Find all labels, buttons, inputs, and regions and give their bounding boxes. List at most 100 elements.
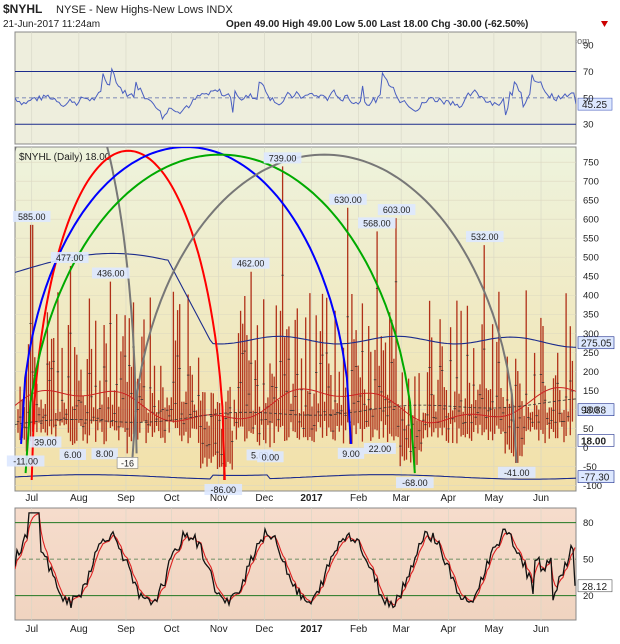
y-tick-label: 50 <box>583 424 594 435</box>
annotation-box <box>396 477 434 489</box>
oscillator-signal-line <box>15 512 576 606</box>
annotation-box <box>329 193 367 205</box>
upper-band-line <box>15 252 576 348</box>
ohlc-readout: Open 49.00 High 49.00 Low 5.00 Last 18.0… <box>226 19 528 30</box>
x-tick-label: Sep <box>117 624 135 635</box>
annotation-label: 532.00 <box>471 232 499 242</box>
x-tick-label: Oct <box>164 624 180 635</box>
blue-cycle-arc <box>20 147 352 444</box>
gray-cycle-arc <box>15 147 138 454</box>
y-tick-label: 150 <box>583 386 599 397</box>
annotation-label: 39.00 <box>34 437 57 447</box>
x-tick-label: Feb <box>350 493 368 504</box>
annotation-label: 6.00 <box>64 450 82 460</box>
annotation-label: 0.00 <box>262 452 280 462</box>
annotation-box <box>12 210 51 222</box>
x-tick-label: Feb <box>350 624 368 635</box>
annotation-box <box>257 451 284 463</box>
oscillator-panel <box>14 507 577 621</box>
x-tick-label: May <box>484 624 503 635</box>
y-tick-label: -100 <box>583 481 602 492</box>
annotation-label: 585.00 <box>18 212 46 222</box>
annotation-box <box>263 152 302 164</box>
y-tick-label: -50 <box>583 462 597 473</box>
y-tick-label: 600 <box>583 215 599 226</box>
right-value-box <box>577 403 615 417</box>
x-tick-label: Nov <box>210 493 228 504</box>
symbol-title: $NYHL <box>3 2 42 16</box>
x-tick-label: Oct <box>164 493 180 504</box>
x-tick-label: Jun <box>533 493 549 504</box>
right-value-label: -77.30 <box>581 473 610 484</box>
rsi-line <box>15 67 576 121</box>
right-value-label: 18.00 <box>581 436 606 447</box>
moving-average-line <box>15 387 576 424</box>
y-tick-label: 90 <box>583 41 594 52</box>
annotation-box <box>29 436 62 448</box>
y-tick-label: 750 <box>583 158 599 169</box>
main-panel <box>14 146 577 492</box>
x-tick-label: Jul <box>25 624 38 635</box>
x-tick-label: Aug <box>70 624 88 635</box>
rsi-last-value: 45.25 <box>582 100 607 111</box>
long-average-line <box>15 398 576 425</box>
main-panel-title: $NYHL (Daily) 18.00 <box>19 152 111 163</box>
annotation-box <box>497 466 536 478</box>
rsi-last-value-box <box>577 97 613 111</box>
x-tick-label: Mar <box>393 624 411 635</box>
annotation-label: 9.00 <box>342 449 360 459</box>
chart-datetime: 21-Jun-2017 11:24am <box>3 19 100 30</box>
annotation-label: 477.00 <box>56 253 84 263</box>
y-tick-label: 20 <box>583 591 594 602</box>
right-value-box <box>577 434 615 447</box>
annotation-box <box>50 251 89 263</box>
x-tick-label: Apr <box>441 493 457 504</box>
annotation-label: -11.00 <box>13 456 38 466</box>
annotation-label: 739.00 <box>269 153 297 163</box>
y-tick-label: 100 <box>583 405 599 416</box>
y-tick-label: 30 <box>583 120 594 131</box>
x-tick-label: 2017 <box>300 624 323 635</box>
x-tick-label: Mar <box>393 493 411 504</box>
annotation-box <box>204 483 243 495</box>
oscillator-line <box>15 512 576 609</box>
annotation-label: 8.00 <box>96 449 114 459</box>
y-tick-label: 300 <box>583 329 599 340</box>
x-tick-label: Jun <box>533 624 549 635</box>
annotation-box <box>337 447 365 459</box>
right-value-box <box>577 470 615 483</box>
y-tick-label: 50 <box>583 93 594 104</box>
annotation-label: 568.00 <box>363 218 391 228</box>
right-value-box <box>577 336 615 350</box>
annotation-box <box>377 204 416 216</box>
y-tick-label: 250 <box>583 348 599 359</box>
lower-band-line <box>15 474 576 480</box>
oscillator-last-value-box <box>577 579 613 593</box>
symbol-description: NYSE - New Highs-New Lows INDX <box>56 4 233 16</box>
gray-cycle-arc <box>131 153 518 463</box>
annotation-box <box>59 449 86 461</box>
annotation-label: 630.00 <box>334 195 362 205</box>
y-tick-label: 350 <box>583 310 599 321</box>
x-tick-label: Nov <box>210 624 228 635</box>
x-tick-label: Sep <box>117 493 135 504</box>
annotation-box <box>91 267 130 279</box>
right-value-label: 98.88 <box>581 406 606 417</box>
y-tick-label: 500 <box>583 253 599 264</box>
x-tick-label: 2017 <box>300 493 323 504</box>
annotation-box <box>116 457 139 469</box>
x-tick-label: Jul <box>25 493 38 504</box>
annotation-box <box>465 231 504 243</box>
x-tick-label: Dec <box>255 493 273 504</box>
oscillator-last-value: 28.12 <box>582 582 607 593</box>
annotation-box <box>363 442 396 454</box>
annotation-box <box>6 455 45 467</box>
annotation-label: -68.00 <box>402 478 428 488</box>
annotation-label: 462.00 <box>237 259 265 269</box>
y-tick-label: 50 <box>583 555 594 566</box>
annotation-box <box>91 448 118 460</box>
y-tick-label: 80 <box>583 518 594 529</box>
annotation-box <box>231 257 270 269</box>
